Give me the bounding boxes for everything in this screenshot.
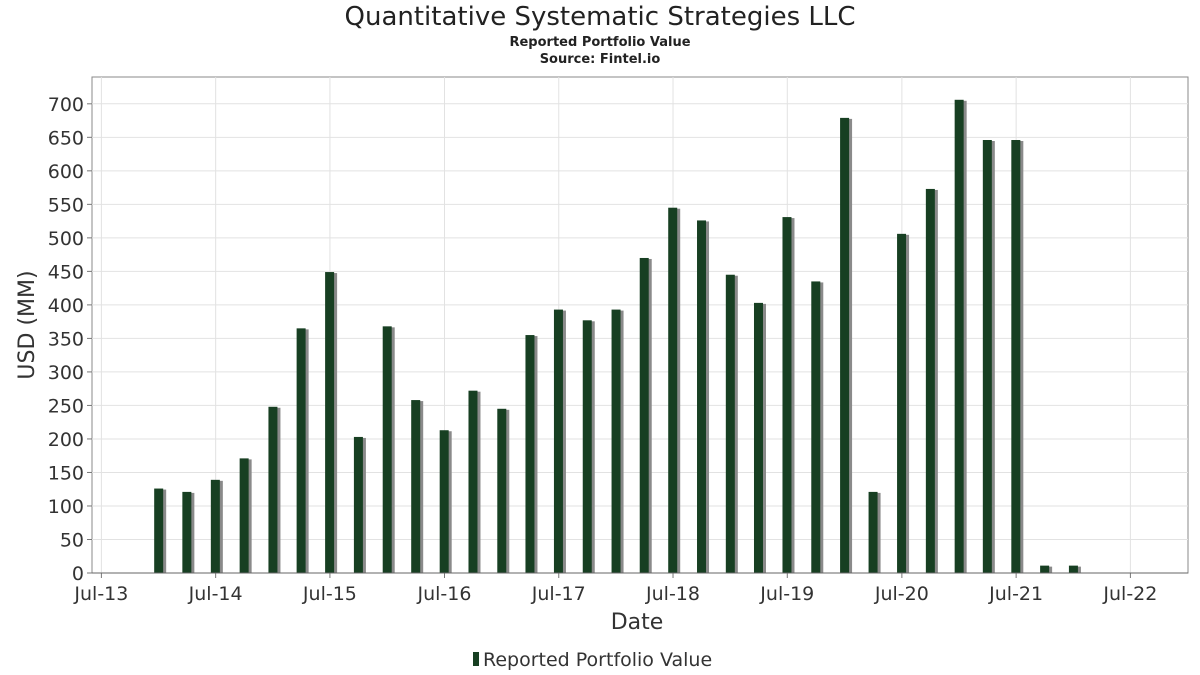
- bar: [239, 458, 249, 573]
- bar: [611, 309, 621, 573]
- bar: [954, 99, 964, 574]
- y-tick-label: 400: [48, 295, 84, 317]
- y-tick-label: 200: [48, 429, 84, 451]
- x-axis-label: Date: [611, 610, 664, 635]
- bar: [325, 272, 335, 573]
- y-tick-label: 350: [48, 328, 84, 350]
- bar: [210, 479, 220, 573]
- bar: [1011, 140, 1021, 573]
- bar: [268, 406, 278, 573]
- bar: [553, 309, 563, 573]
- chart-subtitle: Reported Portfolio Value: [509, 35, 691, 50]
- x-tick-label: Jul-13: [73, 583, 128, 605]
- x-tick-label: Jul-17: [531, 583, 586, 605]
- bar: [868, 491, 878, 573]
- bar: [782, 217, 792, 573]
- y-tick-label: 100: [48, 496, 84, 518]
- y-tick-label: 500: [48, 228, 84, 250]
- y-tick-label: 300: [48, 362, 84, 384]
- y-tick-label: 50: [60, 529, 84, 551]
- bar: [525, 335, 535, 573]
- chart-source: Source: Fintel.io: [539, 52, 661, 67]
- x-tick-label: Jul-21: [988, 583, 1043, 605]
- bar: [897, 233, 907, 573]
- bar: [439, 430, 449, 573]
- y-axis-label: USD (MM): [15, 270, 40, 379]
- y-tick-label: 550: [48, 194, 84, 216]
- bar: [1040, 565, 1050, 573]
- x-tick-label: Jul-15: [302, 583, 357, 605]
- y-tick-label: 250: [48, 395, 84, 417]
- bar: [497, 408, 507, 573]
- bar: [353, 436, 363, 573]
- y-tick-label: 150: [48, 462, 84, 484]
- bar: [982, 140, 992, 573]
- y-tick-label: 650: [48, 127, 84, 149]
- y-tick-label: 450: [48, 261, 84, 283]
- bar: [840, 117, 850, 574]
- bar: [753, 302, 763, 573]
- x-tick-label: Jul-18: [645, 583, 700, 605]
- bar: [668, 207, 678, 573]
- y-tick-label: 600: [48, 161, 84, 183]
- bar: [697, 220, 707, 573]
- bar: [154, 488, 164, 573]
- legend-swatch: [473, 652, 479, 666]
- bar: [468, 390, 478, 573]
- bar: [925, 188, 935, 574]
- x-tick-label: Jul-16: [417, 583, 472, 605]
- x-tick-label: Jul-14: [188, 583, 243, 605]
- bar: [296, 328, 306, 573]
- x-tick-label: Jul-22: [1102, 583, 1157, 605]
- bar: [411, 400, 421, 573]
- chart-title: Quantitative Systematic Strategies LLC: [344, 2, 856, 32]
- bar: [811, 281, 821, 573]
- bar: [725, 274, 735, 573]
- bar: [582, 320, 592, 573]
- y-tick-label: 700: [48, 94, 84, 116]
- legend-label: Reported Portfolio Value: [483, 649, 712, 671]
- bar: [182, 491, 192, 573]
- y-tick-label: 0: [72, 563, 84, 585]
- bar: [639, 257, 649, 573]
- bar: [382, 326, 392, 573]
- bar: [1068, 565, 1078, 573]
- x-tick-label: Jul-20: [874, 583, 929, 605]
- x-tick-label: Jul-19: [759, 583, 814, 605]
